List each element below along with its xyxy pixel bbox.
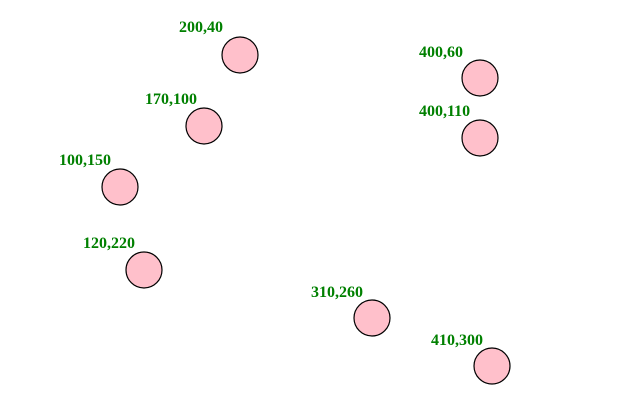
node-label: 100,150 (59, 152, 111, 169)
node-label: 410,300 (431, 332, 483, 349)
node-170-100[interactable]: 170,100 (145, 91, 223, 145)
node-120-220[interactable]: 120,220 (83, 235, 163, 289)
node-circle[interactable] (101, 168, 139, 206)
node-label: 170,100 (145, 91, 197, 108)
node-label: 120,220 (83, 235, 135, 252)
node-100-150[interactable]: 100,150 (59, 152, 139, 206)
node-label: 310,260 (311, 284, 363, 301)
node-200-40[interactable]: 200,40 (179, 19, 259, 74)
node-label: 200,40 (179, 19, 223, 36)
node-label: 400,60 (419, 44, 463, 61)
node-circle[interactable] (221, 36, 259, 74)
node-400-110[interactable]: 400,110 (419, 103, 499, 157)
node-circle[interactable] (461, 119, 499, 157)
node-400-60[interactable]: 400,60 (419, 44, 499, 97)
node-circle[interactable] (461, 59, 499, 97)
node-circle[interactable] (353, 299, 391, 337)
node-circle[interactable] (125, 251, 163, 289)
node-circle[interactable] (185, 107, 223, 145)
node-circle[interactable] (473, 347, 511, 385)
node-label: 400,110 (419, 103, 470, 120)
node-410-300[interactable]: 410,300 (431, 332, 511, 385)
node-310-260[interactable]: 310,260 (311, 284, 391, 337)
